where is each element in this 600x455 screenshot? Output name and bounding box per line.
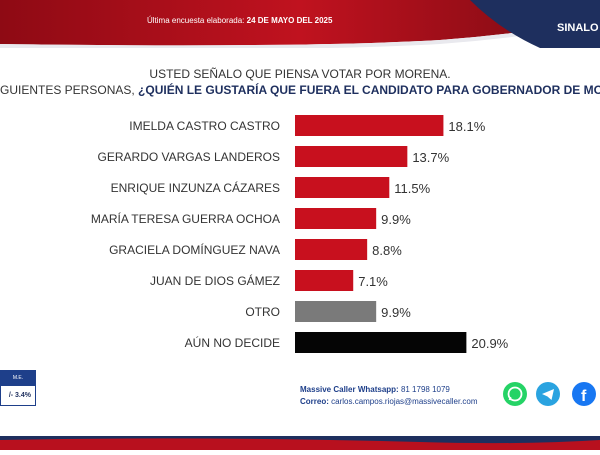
question-line-1: USTED SEÑALO QUE PIENSA VOTAR POR MORENA… bbox=[149, 67, 451, 81]
footer-band bbox=[0, 436, 600, 450]
bar bbox=[295, 301, 377, 322]
margin-error-label: M.E. bbox=[0, 370, 36, 386]
bar-chart: IMELDA CASTRO CASTRO 18.1% GERARDO VARGAS … bbox=[91, 115, 509, 353]
category-label: GERARDO VARGAS LANDEROS bbox=[98, 150, 280, 164]
category-label: AÚN NO DECIDE bbox=[185, 335, 280, 350]
category-label: JUAN DE DIOS GÁMEZ bbox=[150, 273, 280, 288]
value-label: 7.1% bbox=[358, 274, 388, 289]
bar bbox=[295, 146, 408, 167]
bar bbox=[295, 239, 368, 260]
bar bbox=[295, 177, 390, 198]
value-label: 9.9% bbox=[381, 212, 411, 227]
category-label: OTRO bbox=[245, 305, 280, 319]
bar bbox=[295, 115, 444, 136]
value-label: 8.8% bbox=[372, 243, 402, 258]
telegram-icon[interactable] bbox=[536, 382, 560, 406]
bar bbox=[295, 270, 354, 291]
question-line-2: GUIENTES PERSONAS, ¿QUIÉN LE GUSTARÍA QU… bbox=[0, 83, 600, 97]
value-label: 13.7% bbox=[412, 150, 449, 165]
whatsapp-number: 81 1798 1079 bbox=[400, 385, 450, 394]
category-label: IMELDA CASTRO CASTRO bbox=[129, 119, 280, 133]
value-label: 18.1% bbox=[448, 119, 485, 134]
value-label: 9.9% bbox=[381, 305, 411, 320]
margin-error-box: M.E. /- 3.4% bbox=[0, 370, 36, 414]
svg-text:f: f bbox=[581, 388, 587, 405]
region-label: SINALO bbox=[557, 22, 599, 34]
header-band bbox=[0, 0, 600, 48]
margin-error-value: /- 3.4% bbox=[0, 386, 36, 406]
value-label: 11.5% bbox=[394, 181, 430, 196]
category-label: ENRIQUE INZUNZA CÁZARES bbox=[111, 180, 280, 195]
category-label: MARÍA TERESA GUERRA OCHOA bbox=[91, 211, 280, 226]
bar bbox=[295, 332, 467, 353]
email-link[interactable]: carlos.campos.riojas@massivecaller.com bbox=[331, 397, 478, 406]
whatsapp-icon[interactable] bbox=[503, 382, 527, 406]
contact-info: Massive Caller Whatsapp: 81 1798 1079 Co… bbox=[300, 385, 478, 406]
facebook-icon[interactable]: f bbox=[572, 382, 596, 406]
category-label: GRACIELA DOMÍNGUEZ NAVA bbox=[109, 242, 280, 257]
value-label: 20.9% bbox=[471, 336, 508, 351]
survey-date: Última encuesta elaborada: 24 DE MAYO DE… bbox=[147, 16, 333, 25]
bar bbox=[295, 208, 377, 229]
